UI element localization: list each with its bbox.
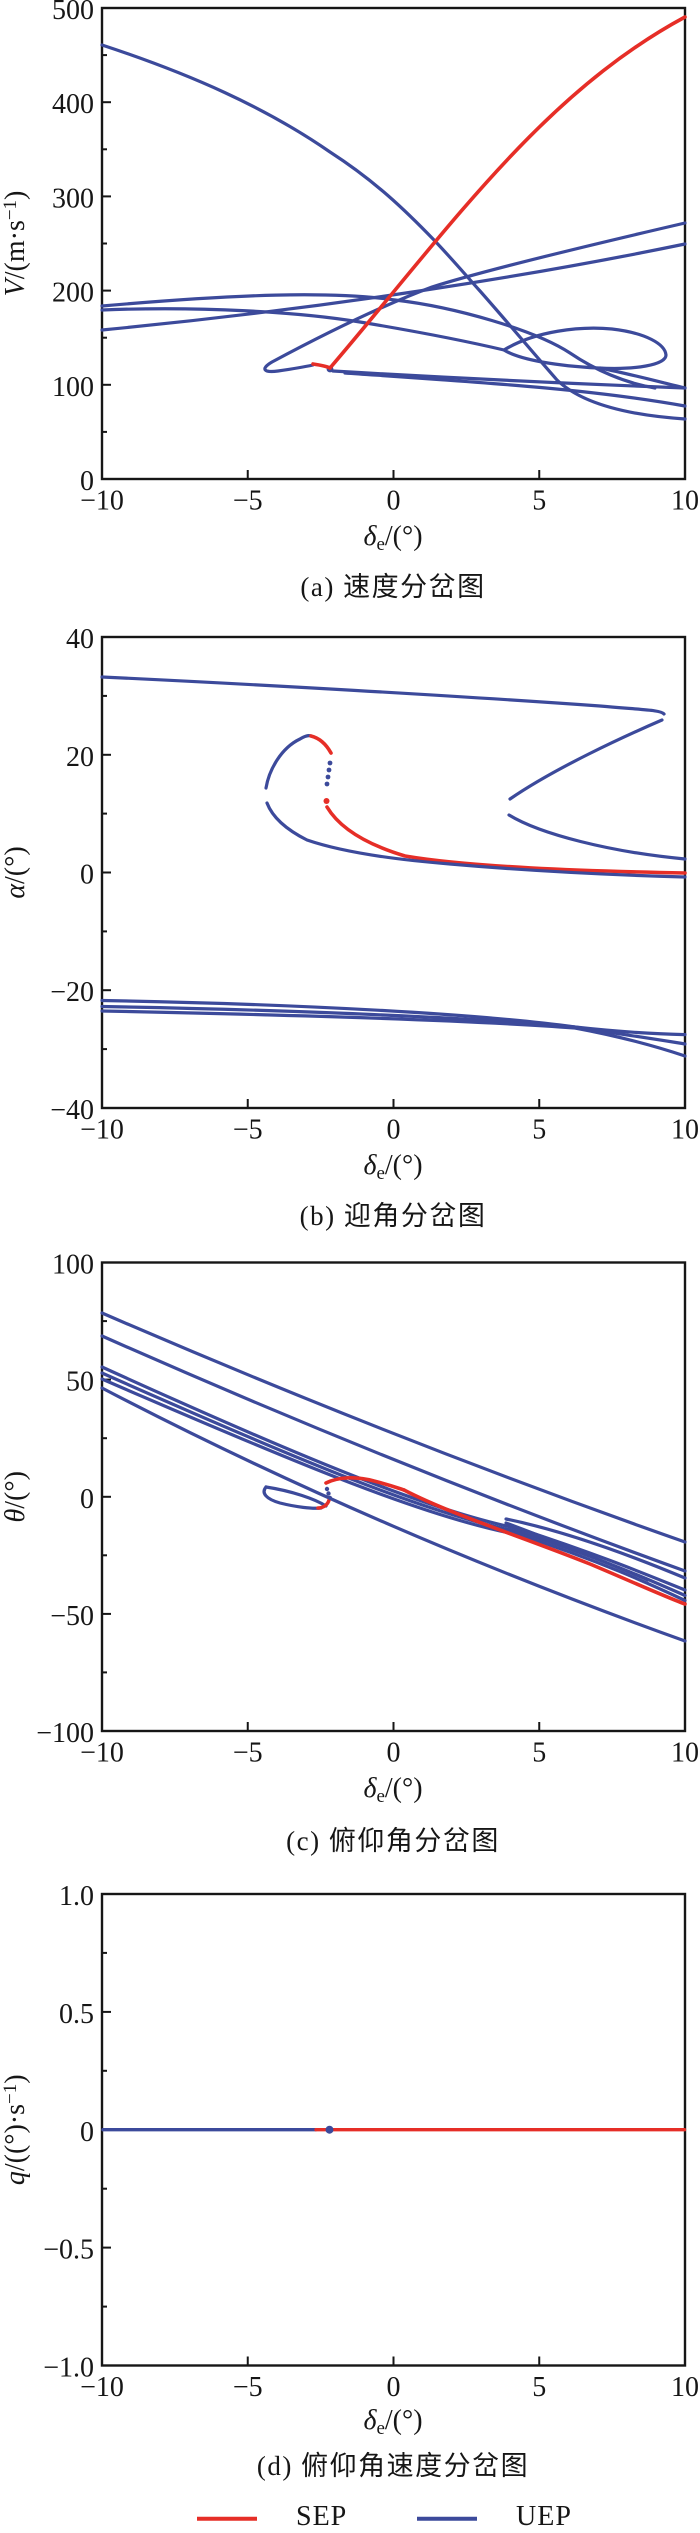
svg-text:UEP: UEP <box>516 2501 572 2532</box>
svg-text:5: 5 <box>532 1738 546 1769</box>
svg-text:0: 0 <box>387 1115 401 1146</box>
svg-text:5: 5 <box>532 1115 546 1146</box>
svg-text:0: 0 <box>80 466 94 497</box>
svg-text:δe/(°): δe/(°) <box>363 521 422 555</box>
svg-text:−10: −10 <box>80 2372 124 2403</box>
svg-text:δe/(°): δe/(°) <box>363 2405 422 2439</box>
svg-text:10: 10 <box>671 1738 699 1769</box>
svg-text:0: 0 <box>387 2372 401 2403</box>
svg-text:θ/(°): θ/(°) <box>0 1471 31 1522</box>
svg-text:500: 500 <box>52 0 94 26</box>
svg-text:0: 0 <box>80 1484 94 1515</box>
svg-text:20: 20 <box>66 742 94 773</box>
svg-text:−0.5: −0.5 <box>43 2235 94 2266</box>
svg-text:V/(m·s−1): V/(m·s−1) <box>0 191 31 297</box>
svg-text:400: 400 <box>52 89 94 120</box>
svg-text:40: 40 <box>66 624 94 655</box>
svg-text:−10: −10 <box>80 486 124 517</box>
svg-text:(a) 速度分岔图: (a) 速度分岔图 <box>300 572 485 602</box>
svg-text:(d) 俯仰角速度分岔图: (d) 俯仰角速度分岔图 <box>257 2451 529 2481</box>
svg-text:200: 200 <box>52 278 94 309</box>
svg-text:100: 100 <box>52 1250 94 1281</box>
svg-text:5: 5 <box>532 486 546 517</box>
svg-text:(b) 迎角分岔图: (b) 迎角分岔图 <box>300 1201 487 1231</box>
svg-text:300: 300 <box>52 183 94 214</box>
svg-text:δe/(°): δe/(°) <box>363 1150 422 1184</box>
svg-text:0: 0 <box>387 486 401 517</box>
svg-text:10: 10 <box>671 486 699 517</box>
svg-text:−50: −50 <box>50 1601 94 1632</box>
svg-text:−40: −40 <box>50 1095 94 1126</box>
svg-text:(c) 俯仰角分岔图: (c) 俯仰角分岔图 <box>286 1826 500 1856</box>
svg-text:−10: −10 <box>80 1738 124 1769</box>
svg-text:0.5: 0.5 <box>59 1999 94 2030</box>
svg-text:−5: −5 <box>233 2372 263 2403</box>
svg-text:δe/(°): δe/(°) <box>363 1773 422 1807</box>
svg-text:50: 50 <box>66 1367 94 1398</box>
svg-text:−100: −100 <box>36 1718 94 1749</box>
svg-text:10: 10 <box>671 1115 699 1146</box>
svg-text:5: 5 <box>532 2372 546 2403</box>
svg-text:10: 10 <box>671 2372 699 2403</box>
svg-text:α/(°): α/(°) <box>0 846 31 898</box>
svg-text:−5: −5 <box>233 1738 263 1769</box>
svg-text:0: 0 <box>80 860 94 891</box>
svg-text:−1.0: −1.0 <box>43 2353 94 2384</box>
svg-text:−20: −20 <box>50 977 94 1008</box>
svg-text:100: 100 <box>52 372 94 403</box>
svg-text:−5: −5 <box>233 1115 263 1146</box>
svg-text:−5: −5 <box>233 486 263 517</box>
svg-text:−10: −10 <box>80 1115 124 1146</box>
svg-text:0: 0 <box>387 1738 401 1769</box>
svg-text:SEP: SEP <box>296 2501 347 2532</box>
svg-text:1.0: 1.0 <box>59 1881 94 1912</box>
svg-text:0: 0 <box>80 2117 94 2148</box>
